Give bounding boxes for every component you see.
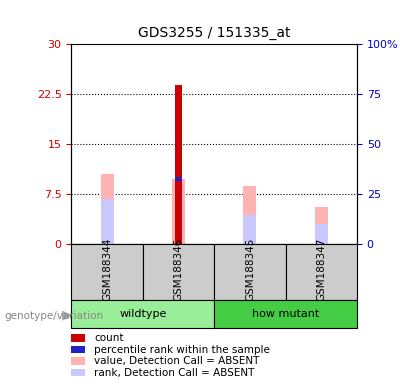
Text: how mutant: how mutant (252, 309, 319, 319)
FancyBboxPatch shape (71, 300, 214, 328)
FancyBboxPatch shape (286, 244, 357, 300)
Polygon shape (62, 311, 71, 320)
Bar (101, 199, 113, 244)
Text: genotype/variation: genotype/variation (4, 311, 103, 321)
FancyBboxPatch shape (214, 300, 357, 328)
Bar (315, 207, 328, 244)
FancyBboxPatch shape (214, 244, 286, 300)
Text: wildtype: wildtype (119, 309, 166, 319)
Bar (244, 186, 256, 244)
FancyBboxPatch shape (143, 244, 214, 300)
Bar (244, 215, 256, 244)
Text: percentile rank within the sample: percentile rank within the sample (94, 345, 270, 355)
Text: GSM188344: GSM188344 (102, 237, 112, 301)
Text: value, Detection Call = ABSENT: value, Detection Call = ABSENT (94, 356, 260, 366)
Text: GSM188345: GSM188345 (245, 237, 255, 301)
Bar (315, 224, 328, 244)
Bar (101, 174, 113, 244)
Title: GDS3255 / 151335_at: GDS3255 / 151335_at (138, 26, 291, 40)
Text: GSM188347: GSM188347 (316, 237, 326, 301)
Text: GSM188346: GSM188346 (173, 237, 184, 301)
Bar (175, 177, 182, 181)
Bar (175, 85, 182, 244)
Bar (172, 179, 185, 244)
FancyBboxPatch shape (71, 244, 143, 300)
Text: rank, Detection Call = ABSENT: rank, Detection Call = ABSENT (94, 368, 255, 378)
Text: count: count (94, 333, 124, 343)
